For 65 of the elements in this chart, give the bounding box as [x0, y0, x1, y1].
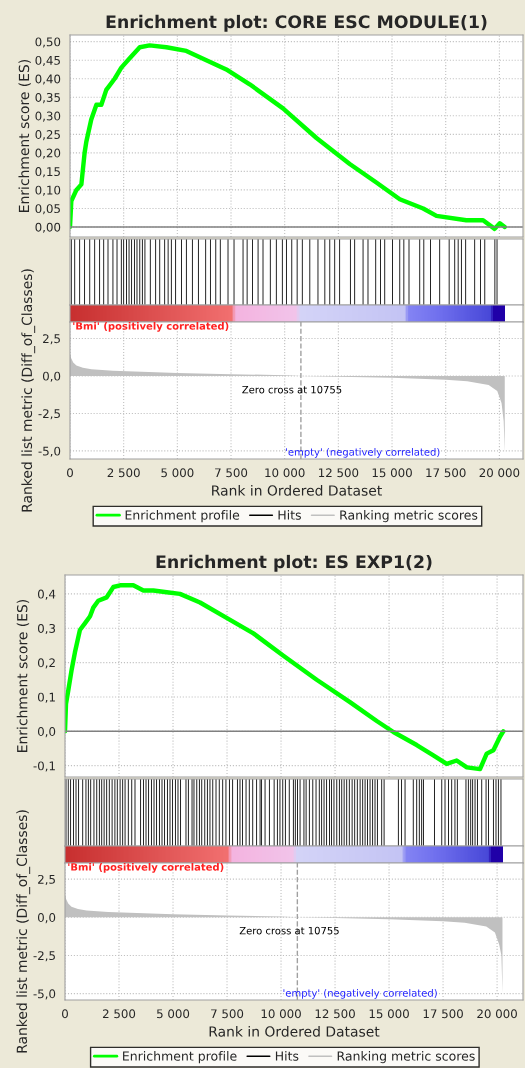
annotation: Zero cross at 10755 [242, 385, 342, 394]
x-tick-label: 20 000 [479, 468, 520, 478]
x-tick-label: 0 [67, 468, 73, 478]
x-tick-label: 0 [62, 1009, 68, 1019]
annotation: Zero cross at 10755 [239, 926, 339, 935]
chart-title: Enrichment plot: CORE ESC MODULE(1) [106, 14, 487, 32]
x-tick-label: 2 500 [107, 468, 140, 478]
y-tick-label: 0,4 [37, 589, 56, 600]
y-tick-label: -2,5 [38, 409, 60, 420]
legend-label: Ranking metric scores [337, 1051, 475, 1064]
y-axis-title: Enrichment score (ES) [18, 59, 31, 212]
y-tick-label: -0,1 [33, 761, 55, 772]
y-axis-title: Ranked list metric (Diff_of_Classes) [16, 810, 31, 1053]
x-tick-label: 10 000 [265, 468, 305, 478]
y-tick-label: 0,0 [37, 727, 56, 738]
legend-label: Enrichment profile [123, 1051, 237, 1064]
y-axis-title: Enrichment score (ES) [16, 599, 30, 752]
y-tick-label: 0,00 [35, 222, 61, 233]
y-tick-label: 0,25 [35, 130, 60, 141]
annotation: 'empty' (negatively correlated) [286, 448, 440, 458]
x-tick-label: 10 000 [261, 1009, 301, 1019]
line-series [70, 43, 507, 232]
x-axis-title: Rank in Ordered Dataset [212, 485, 382, 496]
y-tick-label: -2,5 [33, 951, 55, 962]
x-tick-label: 12 500 [319, 468, 359, 478]
y-tick-label: 0,35 [35, 92, 60, 104]
y-tick-label: 2,5 [43, 334, 60, 345]
x-tick-label: 17 500 [423, 1009, 463, 1019]
legend-label: Enrichment profile [125, 510, 240, 523]
y-tick-label: 0,45 [35, 55, 60, 67]
x-tick-label: 15 000 [369, 1009, 409, 1019]
annotation: 'empty' (negatively correlated) [283, 989, 437, 999]
y-tick-label: 0,10 [35, 185, 61, 196]
y-tick-label: 0,0 [42, 371, 61, 382]
x-tick-label: 7 500 [211, 1009, 244, 1019]
y-tick-label: -5,0 [38, 446, 61, 457]
y-tick-label: 0,40 [35, 74, 61, 85]
y-tick-label: 0,30 [35, 111, 61, 122]
y-tick-label: 2,5 [38, 874, 55, 886]
chart-title: Enrichment plot: ES EXP1(2) [156, 554, 432, 572]
y-tick-label: -5,0 [33, 989, 56, 1000]
x-tick-label: 2 500 [102, 1009, 136, 1019]
x-tick-label: 15 000 [372, 468, 412, 478]
y-tick-label: 0,05 [35, 204, 60, 215]
x-tick-label: 20 000 [477, 1009, 517, 1019]
line-series [65, 583, 506, 772]
annotation: 'Bmi' (positively correlated) [68, 863, 224, 873]
x-tick-label: 17 500 [426, 468, 466, 478]
legend-label: Hits [275, 1051, 299, 1061]
y-tick-label: 0,15 [35, 167, 60, 178]
y-tick-label: 0,1 [37, 692, 55, 703]
y-axis-title: Ranked list metric (Diff_of_Classes) [21, 269, 36, 512]
legend-label: Hits [278, 510, 301, 520]
annotation: 'Bmi' (positively correlated) [73, 322, 229, 332]
y-tick-label: 0,20 [35, 148, 61, 159]
x-tick-label: 5 000 [157, 1009, 190, 1019]
x-tick-label: 7 500 [215, 468, 248, 478]
legend-label: Ranking metric scores [340, 510, 478, 523]
y-tick-label: 0,50 [35, 37, 61, 48]
y-tick-label: 0,0 [37, 913, 56, 924]
x-tick-label: 12 500 [315, 1009, 355, 1019]
x-axis-title: Rank in Ordered Dataset [209, 1026, 380, 1037]
x-tick-label: 5 000 [161, 468, 194, 478]
y-tick-label: 0,2 [37, 658, 55, 669]
y-tick-label: 0,3 [37, 623, 56, 635]
